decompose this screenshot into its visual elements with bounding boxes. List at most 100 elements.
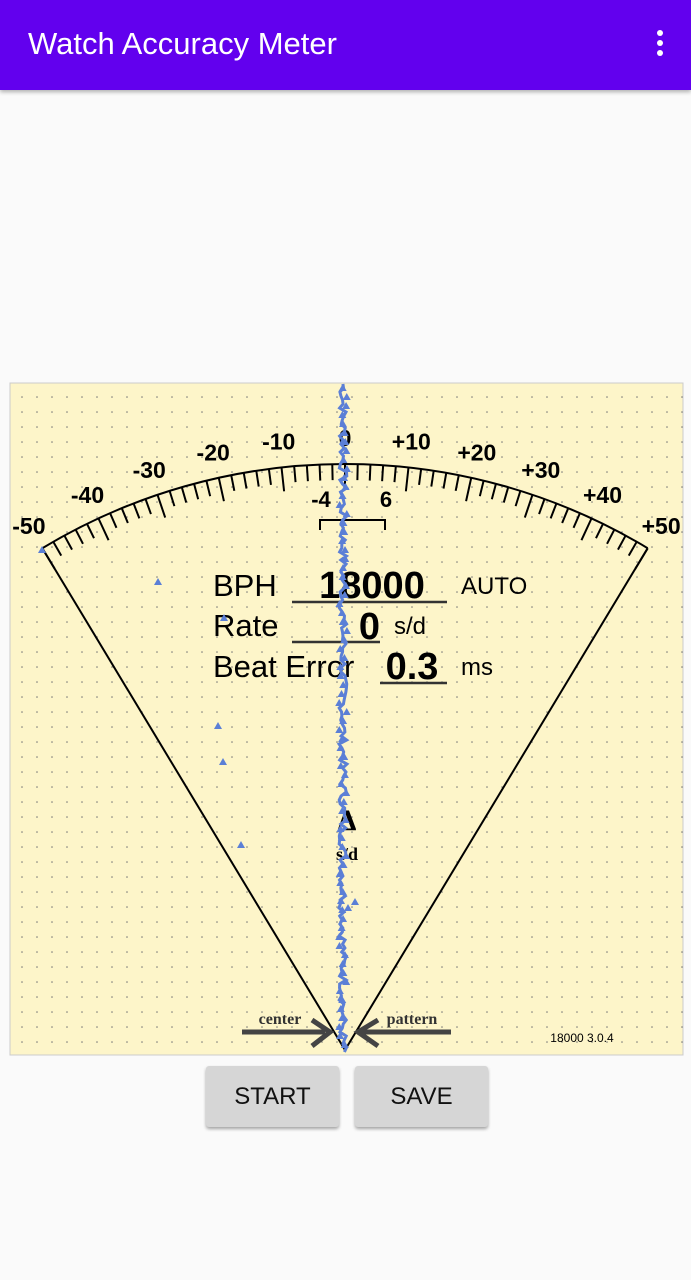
trace-point [336,879,345,886]
trace-point [338,411,347,418]
scale-label: +20 [457,439,496,465]
trace-point [341,483,350,490]
trace-point [339,798,348,805]
scale-tick [63,535,73,551]
trace-point [342,708,351,715]
scale-tick [305,465,309,482]
trace-point [342,510,351,517]
trace-point [336,825,345,832]
scale-label: -20 [197,439,230,465]
pattern-label: pattern [387,1011,438,1028]
scale-tick [120,507,129,524]
scale-tick [617,535,627,551]
trace-point [337,780,346,787]
trace-point [342,447,351,454]
trace-point [339,717,348,724]
scale-tick [549,503,558,519]
beat-error-label: Beat Error [213,649,354,684]
scale: -50 -40 -30 -20 -10 0 +10 +20 +30 +40 +50 [12,425,681,1051]
trace-point [340,528,349,535]
trace-point [338,618,347,625]
trace-point [335,699,344,706]
trace-point [342,852,351,859]
trace-point [237,841,245,848]
trace-point [337,690,346,697]
scale-label: +30 [521,457,560,483]
scale-label: +10 [392,429,431,455]
trace-point [340,1041,349,1048]
dot-grid [10,383,683,1055]
scale-tick [523,494,534,518]
scale-tick [404,467,410,492]
scale-tick [97,517,110,541]
trace-point [220,614,228,621]
trace-point [340,474,349,481]
scale-label: -50 [12,513,45,539]
center-arrow [242,1017,335,1048]
trace-point [338,573,347,580]
scale-tick [156,494,167,518]
scale-tick [478,480,485,497]
bracket [319,519,386,530]
rate-label: Rate [213,608,278,643]
scale-tick [430,470,435,487]
trace-point [214,722,222,729]
scale-tick [634,547,649,570]
trace-point [338,843,347,850]
trace-point [340,429,349,436]
scale-tick [580,517,593,541]
trace-point [342,789,351,796]
scale-tick [180,486,188,503]
trace-point [340,753,349,760]
overflow-menu[interactable] [657,30,663,60]
trace-point [336,645,345,652]
trace-point [336,762,345,769]
beat-error-value: 0.3 [386,646,439,688]
trace-point [339,861,348,868]
scale-tick [465,477,473,502]
scale-tick [74,529,84,545]
trace-point [338,384,347,391]
trace-point [341,816,350,823]
scale-label: -40 [71,482,104,508]
center-label: center [259,1011,302,1028]
trace-point [337,924,346,931]
trace-point [336,744,345,751]
scale-tick [381,465,385,482]
trace-point [342,465,351,472]
bracket-label: 6 [380,487,392,512]
trace-point [340,636,349,643]
scale-tick [242,472,248,489]
trace-point [351,898,359,905]
scale-tick [318,464,322,481]
trace-point [337,609,346,616]
scale-tick [368,464,372,481]
scale-tick [514,490,522,507]
scale-tick [490,483,497,500]
trace-point [340,654,349,661]
scale-tick [168,490,176,507]
trace-point [339,519,348,526]
trace-point [338,888,347,895]
trace-point [336,663,345,670]
scale-tick [267,468,272,485]
trace-point [337,834,346,841]
scale-tick [52,541,63,557]
trace-point [341,546,350,553]
scale-tick [627,541,638,557]
trace-point [339,969,348,976]
trace-point [339,456,348,463]
bracket-label: -4 [311,487,331,512]
trace-point [342,582,351,589]
trace-point [342,402,351,409]
save-button[interactable]: SAVE [355,1066,488,1127]
scale-tick [255,470,260,487]
trace-point [336,1005,345,1012]
start-button[interactable]: START [206,1066,339,1127]
scale-tick [132,503,141,519]
trace-point [38,546,46,553]
scale-tick [393,466,397,483]
fan-line [344,547,649,1051]
app-title: Watch Accuracy Meter [28,26,337,61]
